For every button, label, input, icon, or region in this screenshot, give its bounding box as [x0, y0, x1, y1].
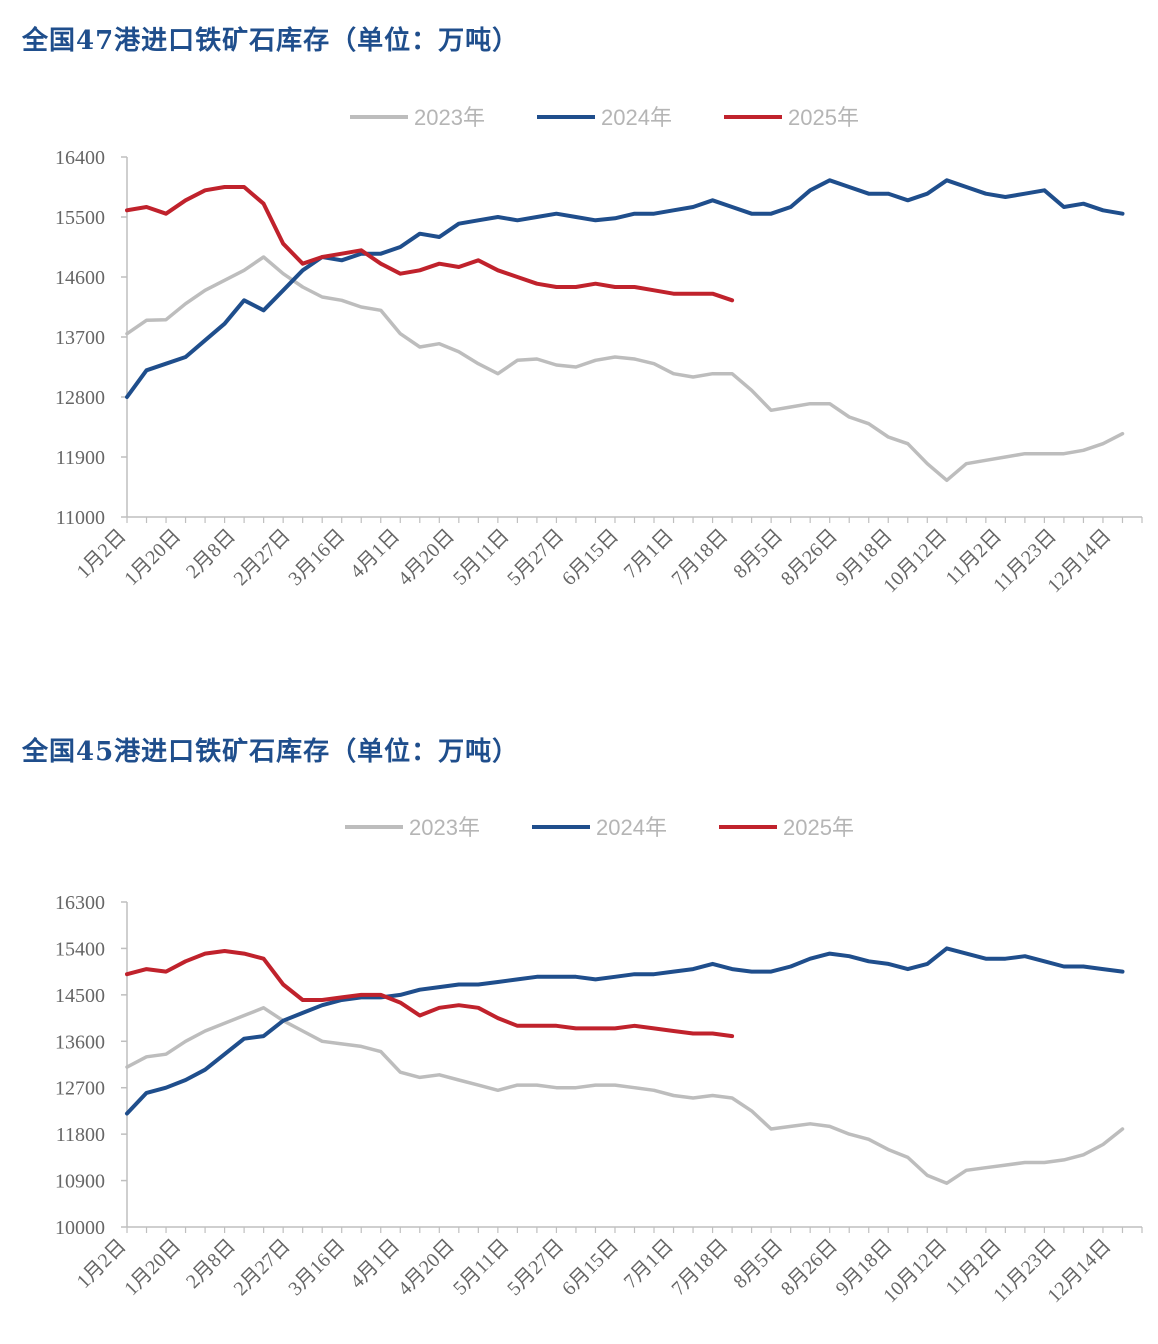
x-tick-label: 6月15日	[558, 1235, 623, 1300]
chart-title-45-ports: 全国45港进口铁矿石库存（单位：万吨）	[22, 737, 520, 767]
y-tick-label: 10000	[55, 1217, 105, 1239]
y-tick-label: 10900	[55, 1171, 105, 1193]
y-tick-label: 11900	[56, 447, 105, 469]
y-tick-label: 15400	[55, 938, 105, 960]
x-tick-label: 8月26日	[777, 525, 842, 590]
y-tick-label: 11000	[56, 507, 105, 529]
y-tick-label: 14500	[55, 985, 105, 1007]
y-tick-label: 12700	[55, 1078, 105, 1100]
legend-label-2024: 2024年	[596, 815, 667, 840]
x-tick-label: 4月20日	[394, 1235, 459, 1300]
x-tick-label: 3月16日	[284, 1235, 349, 1300]
series-line-2023	[125, 1006, 1125, 1185]
x-tick-label: 6月15日	[558, 525, 623, 590]
x-tick-label: 1月20日	[120, 1235, 185, 1300]
chart-47-ports: 110001190012800137001460015500164001月2日1…	[55, 105, 1143, 597]
x-tick-label: 5月11日	[449, 1235, 514, 1300]
y-tick-label: 12800	[55, 387, 105, 409]
y-tick-label: 16300	[55, 892, 105, 914]
x-tick-label: 3月16日	[284, 525, 349, 590]
x-tick-label: 5月11日	[449, 525, 514, 590]
x-tick-label: 5月27日	[503, 1235, 568, 1300]
legend-label-2025: 2025年	[788, 105, 859, 130]
series-line-2023	[125, 255, 1125, 483]
y-tick-label: 16400	[55, 147, 105, 169]
y-tick-label: 14600	[55, 267, 105, 289]
legend-label-2024: 2024年	[601, 105, 672, 130]
series-line-2024	[125, 178, 1125, 399]
x-tick-label: 1月20日	[120, 525, 185, 590]
series-line-2025	[125, 949, 735, 1039]
series-line-2025	[125, 185, 735, 303]
x-tick-label: 2月27日	[230, 1235, 295, 1300]
series-line-2024	[125, 946, 1125, 1116]
y-tick-label: 13700	[55, 327, 105, 349]
legend-label-2023: 2023年	[414, 105, 485, 130]
y-tick-label: 13600	[55, 1031, 105, 1053]
legend-label-2023: 2023年	[409, 815, 480, 840]
y-tick-label: 15500	[55, 207, 105, 229]
chart-title-47-ports: 全国47港进口铁矿石库存（单位：万吨）	[22, 26, 520, 56]
x-tick-label: 5月27日	[503, 525, 568, 590]
x-tick-label: 2月27日	[230, 525, 295, 590]
x-tick-label: 8月26日	[777, 1235, 842, 1300]
x-tick-label: 7月18日	[667, 525, 732, 590]
y-tick-label: 11800	[56, 1124, 105, 1146]
chart-45-ports: 10000 10900 11800 12700 13600 14500 15400 16300…	[55, 815, 1143, 1307]
x-tick-label: 4月20日	[394, 525, 459, 590]
legend-label-2025: 2025年	[783, 815, 854, 840]
x-tick-label: 7月18日	[667, 1235, 732, 1300]
